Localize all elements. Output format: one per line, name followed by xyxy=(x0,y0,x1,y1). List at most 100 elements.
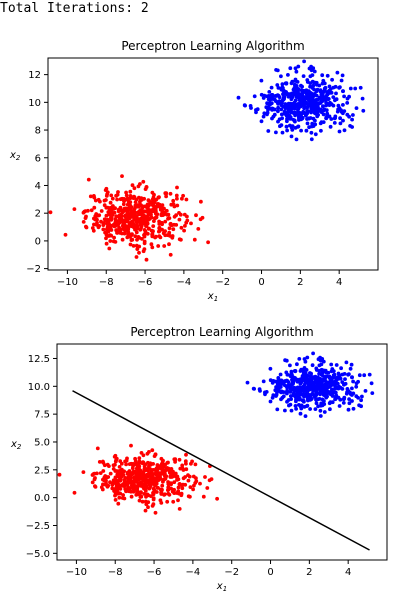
data-point xyxy=(338,397,343,402)
data-point xyxy=(98,471,103,475)
data-point xyxy=(280,130,285,135)
data-point xyxy=(350,386,354,391)
data-point xyxy=(297,397,302,402)
data-point xyxy=(314,93,319,98)
data-point xyxy=(165,233,170,238)
y-tick-label: −2 xyxy=(26,264,41,275)
data-point xyxy=(128,203,132,207)
data-point xyxy=(275,68,280,73)
data-point xyxy=(317,371,321,376)
data-point xyxy=(286,73,290,77)
data-point xyxy=(324,391,329,395)
data-point xyxy=(270,93,275,97)
y-tick-label: 8 xyxy=(35,126,41,137)
data-point xyxy=(310,384,314,389)
data-point xyxy=(291,110,296,115)
data-point xyxy=(284,81,289,86)
data-point xyxy=(325,73,330,78)
data-point xyxy=(305,91,310,96)
data-point xyxy=(308,84,312,89)
data-point xyxy=(305,121,310,126)
data-point xyxy=(328,124,333,129)
data-point xyxy=(137,466,141,471)
data-point xyxy=(276,109,280,114)
data-point xyxy=(349,362,354,367)
data-point xyxy=(134,230,139,235)
data-point xyxy=(117,491,122,495)
data-point xyxy=(318,378,322,383)
data-point xyxy=(119,217,124,222)
data-point xyxy=(101,482,105,487)
data-point xyxy=(286,398,291,402)
data-point xyxy=(128,189,133,194)
data-point xyxy=(131,462,136,466)
data-point xyxy=(259,119,264,124)
data-point xyxy=(105,475,110,480)
data-point xyxy=(134,461,139,466)
data-point xyxy=(301,374,306,379)
data-point xyxy=(169,486,174,491)
data-point xyxy=(351,113,355,117)
data-point xyxy=(184,452,188,457)
data-point xyxy=(104,481,108,485)
data-point xyxy=(162,477,166,482)
data-point xyxy=(284,358,289,363)
data-point xyxy=(137,236,142,240)
y-tick-label: 12.5 xyxy=(28,354,50,365)
data-point xyxy=(135,488,140,493)
data-point xyxy=(155,463,160,467)
data-point xyxy=(96,197,101,202)
data-point xyxy=(48,210,53,215)
data-point xyxy=(330,387,334,392)
data-point xyxy=(301,377,306,382)
data-point xyxy=(346,407,351,412)
data-point xyxy=(296,87,301,92)
data-point xyxy=(261,379,266,384)
data-point xyxy=(145,472,149,477)
data-point xyxy=(116,229,121,233)
data-point xyxy=(173,471,178,476)
data-point xyxy=(115,481,119,486)
x-tick-label: 2 xyxy=(306,567,312,578)
data-point xyxy=(344,360,349,365)
data-point xyxy=(150,203,155,207)
data-point xyxy=(295,385,300,390)
data-point xyxy=(318,414,323,418)
data-point xyxy=(108,239,113,243)
data-point xyxy=(189,461,193,466)
data-point xyxy=(294,69,299,74)
data-point xyxy=(267,90,272,94)
data-point xyxy=(175,185,179,190)
data-point xyxy=(340,73,345,78)
data-point xyxy=(181,193,186,198)
data-point xyxy=(113,493,117,498)
data-point xyxy=(292,92,297,97)
data-point xyxy=(163,471,167,476)
data-point xyxy=(132,484,136,489)
data-point xyxy=(101,227,106,232)
data-point xyxy=(302,357,307,361)
series-red xyxy=(48,174,211,262)
data-point xyxy=(134,480,139,484)
data-point xyxy=(333,396,338,400)
data-point xyxy=(314,401,319,406)
data-point xyxy=(192,483,196,488)
data-point xyxy=(297,357,302,361)
data-point xyxy=(142,221,147,226)
data-point xyxy=(343,381,348,386)
data-point xyxy=(160,483,165,488)
x-tick-label: −4 xyxy=(186,567,201,578)
data-point xyxy=(135,469,140,474)
data-point xyxy=(129,233,134,238)
data-point xyxy=(252,94,257,99)
y-tick-label: 0.0 xyxy=(34,493,50,504)
data-point xyxy=(293,377,298,382)
data-point xyxy=(263,392,267,397)
data-point xyxy=(350,399,354,403)
data-point xyxy=(142,486,146,491)
chart-bottom: Perceptron Learning Algorithm −10 −8 −6 −4 −2… xyxy=(10,325,388,593)
data-point xyxy=(289,91,294,96)
data-point xyxy=(175,196,179,201)
data-point xyxy=(131,244,136,248)
data-point xyxy=(174,491,179,495)
